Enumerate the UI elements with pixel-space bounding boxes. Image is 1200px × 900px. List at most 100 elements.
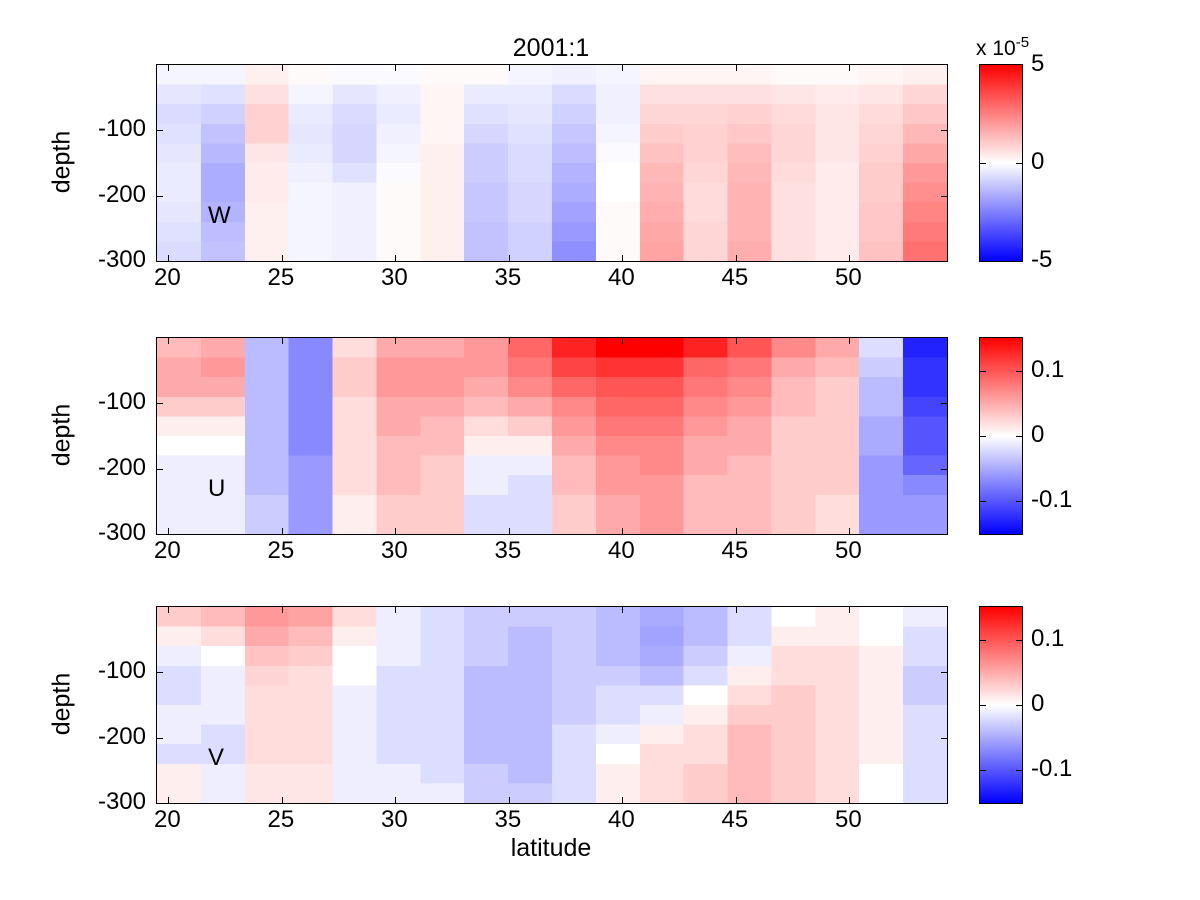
x-tick-label: 50 bbox=[835, 806, 862, 833]
y-tick-mark bbox=[941, 195, 947, 197]
y-tick-mark bbox=[157, 737, 163, 739]
x-tick-mark bbox=[395, 528, 397, 534]
x-tick-label: 40 bbox=[608, 806, 635, 833]
colorbar-tick-mark bbox=[1016, 370, 1022, 372]
heatmap-canvas-V bbox=[157, 607, 947, 803]
colorbar-tick-label: 0 bbox=[1031, 148, 1045, 175]
colorbar-scale-note: x 10-5 bbox=[976, 34, 1030, 60]
x-tick-mark bbox=[281, 797, 283, 803]
figure-title: 2001:1 bbox=[512, 34, 590, 62]
y-tick-label: -100 bbox=[97, 388, 146, 416]
y-tick-mark bbox=[941, 403, 947, 405]
colorbar-tick-label: -5 bbox=[1031, 246, 1053, 273]
x-tick-mark bbox=[622, 797, 624, 803]
x-tick-mark bbox=[508, 797, 510, 803]
x-tick-mark bbox=[622, 65, 624, 71]
y-axis-label: depth bbox=[47, 672, 76, 736]
x-tick-label: 45 bbox=[721, 537, 749, 564]
heatmap-canvas-W bbox=[157, 65, 947, 261]
x-tick-mark bbox=[735, 65, 737, 71]
colorbar-tick-mark bbox=[1016, 705, 1022, 706]
x-tick-mark bbox=[622, 607, 624, 613]
x-tick-mark bbox=[849, 607, 851, 613]
x-tick-mark bbox=[168, 65, 170, 71]
y-tick-mark bbox=[157, 672, 163, 674]
x-tick-mark bbox=[849, 255, 851, 261]
panel-letter-V: V bbox=[208, 744, 225, 771]
colorbar-tick-mark bbox=[1016, 770, 1022, 772]
x-tick-label: 35 bbox=[494, 264, 522, 291]
y-axis-label: depth bbox=[47, 130, 76, 194]
y-tick-mark bbox=[157, 468, 163, 470]
x-tick-mark bbox=[508, 255, 510, 261]
x-tick-mark bbox=[395, 797, 397, 803]
x-tick-label: 20 bbox=[154, 806, 181, 833]
panel-letter-W: W bbox=[208, 202, 231, 229]
x-tick-label: 25 bbox=[267, 806, 295, 833]
x-tick-mark bbox=[849, 528, 851, 534]
colorbar-tick-label: 0.1 bbox=[1031, 355, 1065, 383]
x-tick-mark bbox=[622, 528, 624, 534]
y-tick-mark bbox=[157, 195, 163, 197]
x-tick-mark bbox=[849, 338, 851, 344]
y-tick-label: -200 bbox=[97, 453, 146, 481]
colorbar-tick-mark bbox=[980, 501, 986, 503]
colorbar-tick-mark bbox=[980, 705, 986, 706]
x-tick-mark bbox=[395, 338, 397, 344]
x-tick-mark bbox=[508, 528, 510, 534]
x-tick-label: 20 bbox=[154, 537, 181, 564]
x-tick-mark bbox=[735, 528, 737, 534]
x-tick-mark bbox=[281, 65, 283, 71]
panel-U: U depth 20 25 30 35 40 45 50 -100 -200 -300 0.1 0 -0… bbox=[48, 337, 1072, 564]
x-tick-label: 30 bbox=[381, 264, 408, 291]
y-tick-label: -100 bbox=[97, 115, 146, 143]
x-tick-label: 30 bbox=[381, 537, 408, 564]
x-tick-label: 25 bbox=[267, 264, 295, 291]
colorbar-tick-label: -0.1 bbox=[1031, 486, 1073, 514]
y-tick-mark bbox=[157, 130, 163, 132]
x-tick-label: 40 bbox=[608, 537, 635, 564]
colorbar-tick-label: 0.1 bbox=[1031, 624, 1065, 652]
x-axis-label: latitude bbox=[510, 834, 592, 862]
y-tick-label: -200 bbox=[97, 180, 146, 208]
colorbar-U bbox=[979, 337, 1023, 535]
x-tick-label: 45 bbox=[721, 264, 749, 291]
colorbar-tick-mark bbox=[980, 770, 986, 772]
x-tick-mark bbox=[281, 528, 283, 534]
y-tick-mark bbox=[941, 737, 947, 739]
colorbar-V bbox=[979, 606, 1023, 804]
colorbar-tick-mark bbox=[980, 639, 986, 641]
y-axis-label: depth bbox=[47, 403, 76, 467]
x-tick-mark bbox=[281, 338, 283, 344]
colorbar-tick-label: 5 bbox=[1031, 50, 1045, 77]
plot-box-W bbox=[156, 64, 948, 262]
panel-letter-U: U bbox=[208, 475, 226, 502]
y-tick-label: -300 bbox=[97, 788, 146, 815]
x-tick-mark bbox=[168, 338, 170, 344]
x-tick-mark bbox=[508, 65, 510, 71]
x-tick-label: 30 bbox=[381, 806, 408, 833]
x-tick-mark bbox=[395, 65, 397, 71]
y-tick-mark bbox=[941, 130, 947, 132]
y-tick-label: -300 bbox=[97, 519, 146, 546]
x-tick-mark bbox=[168, 607, 170, 613]
x-tick-mark bbox=[622, 338, 624, 344]
colorbar-tick-mark bbox=[1016, 436, 1022, 437]
colorbar-tick-mark bbox=[1016, 639, 1022, 641]
y-tick-mark bbox=[157, 403, 163, 405]
y-tick-mark bbox=[941, 468, 947, 470]
colorbar-tick-label: -0.1 bbox=[1031, 755, 1073, 783]
x-tick-label: 40 bbox=[608, 264, 635, 291]
y-tick-label: -100 bbox=[97, 657, 146, 685]
colorbar-tick-mark bbox=[1016, 163, 1022, 164]
y-tick-mark bbox=[941, 672, 947, 674]
x-tick-mark bbox=[508, 338, 510, 344]
x-tick-mark bbox=[281, 255, 283, 261]
x-tick-mark bbox=[849, 797, 851, 803]
x-tick-mark bbox=[735, 255, 737, 261]
x-tick-label: 25 bbox=[267, 537, 295, 564]
x-tick-mark bbox=[168, 528, 170, 534]
y-tick-label: -200 bbox=[97, 722, 146, 750]
panel-W: x 10-5 W depth 20 25 30 35 40 45 50 -100 -200 -30… bbox=[48, 34, 1053, 291]
